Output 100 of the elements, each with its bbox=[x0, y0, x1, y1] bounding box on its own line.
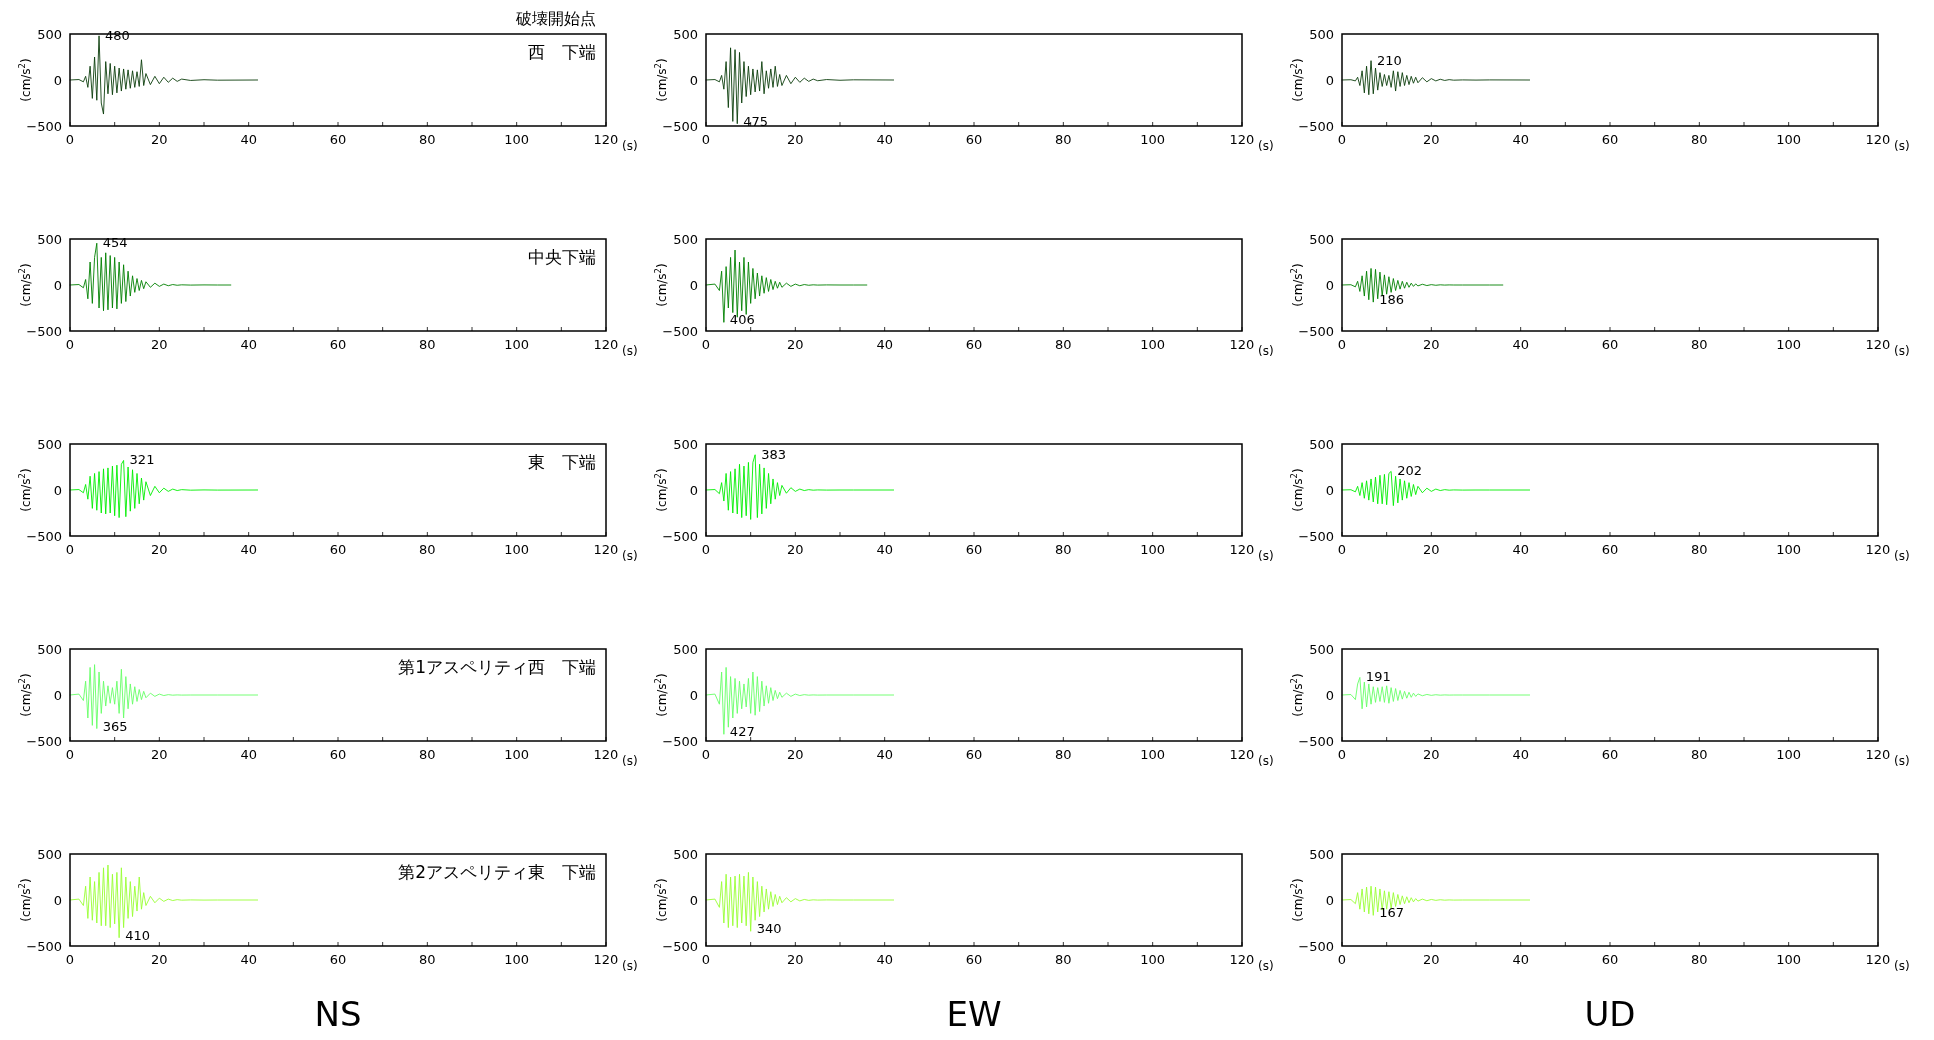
annotation: 191 bbox=[1365, 669, 1391, 685]
y-tick-label: 500 bbox=[37, 641, 62, 657]
y-tick-label: −500 bbox=[662, 118, 698, 134]
x-tick-label: 40 bbox=[240, 542, 257, 557]
x-tick-label: 100 bbox=[1140, 952, 1166, 967]
annotation: 410 bbox=[125, 927, 150, 943]
x-tick-label: 60 bbox=[329, 542, 347, 557]
y-tick-label: 0 bbox=[53, 892, 62, 908]
x-tick-label: 80 bbox=[1691, 542, 1708, 557]
x-tick-label: 60 bbox=[965, 747, 983, 762]
x-tick-label: 20 bbox=[1423, 542, 1440, 557]
y-tick-label: −500 bbox=[662, 528, 698, 544]
y-tick-label: −500 bbox=[26, 733, 62, 749]
y-tick-label: 0 bbox=[689, 482, 698, 498]
x-tick-label: 120 bbox=[593, 747, 619, 762]
x-axis-title: (s) bbox=[1258, 959, 1274, 973]
x-tick-label: 60 bbox=[329, 952, 347, 967]
x-tick-label: 100 bbox=[1776, 132, 1802, 147]
x-tick-label: 80 bbox=[1055, 337, 1072, 352]
text: 第1アスペリティ西 下端 bbox=[398, 657, 596, 677]
x-tick-label: 80 bbox=[1055, 952, 1072, 967]
y-tick-label: 0 bbox=[53, 687, 62, 703]
x-tick-label: 40 bbox=[1512, 132, 1529, 147]
x-tick-label: 80 bbox=[419, 952, 436, 967]
text: 西 下端 bbox=[528, 42, 596, 62]
y-tick-label: 0 bbox=[53, 72, 62, 88]
x-tick-label: 40 bbox=[876, 337, 893, 352]
x-tick-label: 100 bbox=[504, 747, 530, 762]
x-tick-label: 120 bbox=[593, 952, 619, 967]
y-tick-label: 500 bbox=[1309, 436, 1334, 452]
x-tick-label: 100 bbox=[504, 132, 530, 147]
annotation: 210 bbox=[1377, 52, 1402, 68]
x-tick-label: 100 bbox=[1776, 542, 1802, 557]
x-axis-title: (s) bbox=[1894, 959, 1910, 973]
y-tick-label: −500 bbox=[26, 528, 62, 544]
x-tick-label: 80 bbox=[1691, 132, 1708, 147]
x-tick-label: 0 bbox=[1337, 337, 1347, 352]
text: 第2アスペリティ東 下端 bbox=[398, 862, 596, 882]
x-tick-label: 0 bbox=[701, 337, 711, 352]
chart-title: 破壊開始点 bbox=[515, 9, 596, 28]
y-tick-label: 0 bbox=[1325, 892, 1334, 908]
x-axis-title: (s) bbox=[622, 549, 638, 563]
x-tick-label: 20 bbox=[787, 542, 804, 557]
y-tick-label: −500 bbox=[26, 323, 62, 339]
y-tick-label: 0 bbox=[1325, 687, 1334, 703]
y-tick-label: 0 bbox=[1325, 482, 1334, 498]
y-tick-label: 0 bbox=[53, 277, 62, 293]
y-tick-label: −500 bbox=[662, 323, 698, 339]
x-tick-label: 40 bbox=[240, 132, 257, 147]
x-tick-label: 100 bbox=[504, 952, 530, 967]
y-tick-label: −500 bbox=[662, 938, 698, 954]
y-tick-label: 500 bbox=[673, 231, 698, 247]
x-tick-label: 20 bbox=[787, 132, 804, 147]
text: UD bbox=[1584, 994, 1636, 1034]
y-tick-label: −500 bbox=[1298, 528, 1334, 544]
x-tick-label: 80 bbox=[1055, 132, 1072, 147]
x-tick-label: 120 bbox=[1229, 132, 1255, 147]
y-tick-label: −500 bbox=[1298, 938, 1334, 954]
x-tick-label: 0 bbox=[1337, 952, 1347, 967]
annotation: 321 bbox=[129, 452, 155, 468]
x-tick-label: 60 bbox=[1601, 542, 1619, 557]
x-tick-label: 20 bbox=[151, 747, 168, 762]
x-tick-label: 80 bbox=[1691, 337, 1708, 352]
x-tick-label: 20 bbox=[151, 337, 168, 352]
y-tick-label: 500 bbox=[673, 641, 698, 657]
x-axis-title: (s) bbox=[622, 344, 638, 358]
y-tick-label: 500 bbox=[673, 26, 698, 42]
x-tick-label: 120 bbox=[1865, 542, 1891, 557]
annotation: 340 bbox=[756, 921, 782, 937]
y-tick-label: 500 bbox=[1309, 846, 1334, 862]
x-tick-label: 120 bbox=[1865, 952, 1891, 967]
x-tick-label: 100 bbox=[1140, 542, 1166, 557]
x-tick-label: 20 bbox=[1423, 952, 1440, 967]
y-tick-label: 0 bbox=[53, 482, 62, 498]
y-tick-label: −500 bbox=[1298, 323, 1334, 339]
x-tick-label: 100 bbox=[1776, 747, 1802, 762]
x-tick-label: 0 bbox=[701, 747, 711, 762]
y-tick-label: −500 bbox=[1298, 118, 1334, 134]
y-tick-label: 0 bbox=[689, 687, 698, 703]
y-tick-label: −500 bbox=[26, 118, 62, 134]
line-series bbox=[705, 47, 895, 125]
x-tick-label: 0 bbox=[65, 952, 75, 967]
x-tick-label: 20 bbox=[151, 542, 168, 557]
x-tick-label: 0 bbox=[65, 747, 75, 762]
x-tick-label: 20 bbox=[787, 337, 804, 352]
x-axis-title: (s) bbox=[1894, 754, 1910, 768]
x-tick-label: 80 bbox=[1055, 747, 1072, 762]
x-tick-label: 40 bbox=[240, 747, 257, 762]
x-tick-label: 0 bbox=[65, 132, 75, 147]
x-tick-label: 60 bbox=[965, 542, 983, 557]
x-tick-label: 60 bbox=[965, 132, 983, 147]
x-tick-label: 100 bbox=[1140, 132, 1166, 147]
y-tick-label: 500 bbox=[37, 26, 62, 42]
x-tick-label: 20 bbox=[787, 952, 804, 967]
y-tick-label: 0 bbox=[1325, 72, 1334, 88]
x-tick-label: 60 bbox=[965, 952, 983, 967]
x-axis-title: (s) bbox=[622, 754, 638, 768]
x-tick-label: 100 bbox=[504, 337, 530, 352]
x-axis-title: (s) bbox=[1894, 344, 1910, 358]
x-tick-label: 20 bbox=[1423, 747, 1440, 762]
